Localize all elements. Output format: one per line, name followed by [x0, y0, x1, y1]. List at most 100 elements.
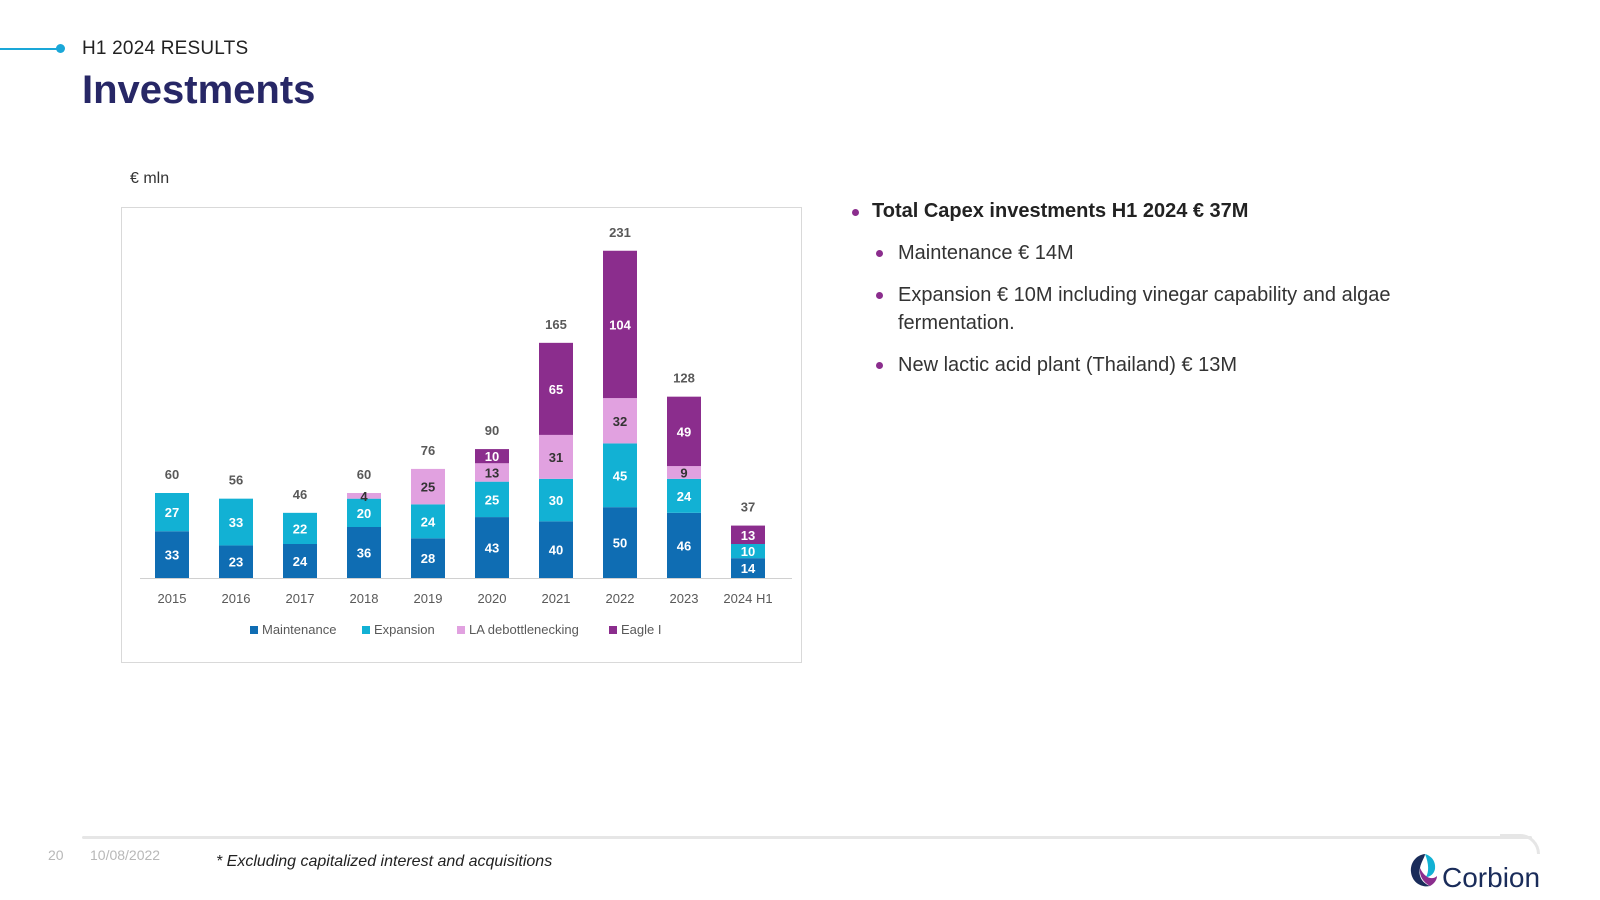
bar-segment: [411, 468, 445, 505]
x-tick-label: 2016: [222, 591, 251, 606]
total-label: 56: [229, 473, 243, 488]
page-number: 20: [48, 847, 64, 863]
bar-segment: [603, 250, 637, 399]
chart-unit-label: € mln: [130, 170, 170, 187]
x-tick-label: 2018: [350, 591, 379, 606]
bar-segment: [539, 478, 573, 522]
total-label: 60: [357, 467, 371, 482]
data-label: 24: [293, 554, 308, 569]
bar-segment: [347, 527, 381, 578]
total-label: 90: [485, 423, 499, 438]
bar-segment: [219, 545, 253, 578]
bar-segment: [603, 507, 637, 578]
corbion-logo-icon: [1410, 854, 1437, 887]
legend-swatch: [250, 626, 258, 634]
bar-segment: [603, 398, 637, 444]
bar-segment: [411, 504, 445, 539]
data-label: 33: [165, 548, 179, 563]
bar-segment: [475, 463, 509, 482]
bar-segment: [475, 517, 509, 578]
footer-divider: [82, 836, 1532, 839]
data-label: 36: [357, 546, 371, 561]
bar-segment: [667, 478, 701, 513]
corbion-logo: Corbion: [1408, 852, 1543, 896]
bar-segment: [155, 531, 189, 578]
bar-segment: [539, 434, 573, 479]
x-tick-label: 2015: [158, 591, 187, 606]
total-label: 37: [741, 500, 755, 515]
bar-segment: [347, 498, 381, 527]
bar-segment: [667, 466, 701, 479]
legend-swatch: [362, 626, 370, 634]
bar-segment: [731, 544, 765, 559]
x-tick-label: 2019: [414, 591, 443, 606]
bullet-text: Expansion € 10M including vinegar capabi…: [898, 284, 1391, 334]
bullet-text: Maintenance € 14M: [898, 242, 1074, 264]
data-label: 13: [485, 465, 499, 480]
total-label: 46: [293, 487, 307, 502]
legend-label: Maintenance: [262, 622, 336, 637]
total-label: 165: [545, 317, 567, 332]
bar-segment: [283, 544, 317, 578]
bar-segment: [347, 493, 381, 499]
bar-segment: [475, 481, 509, 518]
bullet-total-capex: Total Capex investments H1 2024 € 37M: [850, 200, 1410, 223]
data-label: 43: [485, 541, 499, 556]
bar-segment: [667, 512, 701, 578]
data-label: 9: [680, 465, 687, 480]
data-label: 24: [677, 489, 692, 504]
data-label: 28: [421, 551, 435, 566]
data-label: 4: [360, 489, 368, 504]
data-label: 32: [613, 414, 627, 429]
bar-segment: [603, 443, 637, 508]
bar-segment: [731, 558, 765, 578]
data-label: 65: [549, 382, 563, 397]
data-label: 33: [229, 515, 243, 530]
data-label: 13: [741, 528, 755, 543]
data-label: 50: [613, 536, 627, 551]
bar-segment: [411, 538, 445, 578]
bullet-dot-icon: [876, 250, 883, 257]
footer-date: 10/08/2022: [90, 847, 161, 863]
investments-chart: 33 27 60 2015 23 33 56 2016 24 22 46 2017 36 20 4 60 201…: [140, 225, 792, 637]
x-tick-label: 2021: [542, 591, 571, 606]
bullet-dot-icon: [876, 362, 883, 369]
bullet-new-plant: New lactic acid plant (Thailand) € 13M: [874, 351, 1410, 379]
legend-label: Eagle I: [621, 622, 661, 637]
bar-segment: [667, 396, 701, 467]
bar-segment: [731, 525, 765, 544]
data-label: 20: [357, 506, 371, 521]
legend-swatch: [457, 626, 465, 634]
data-label: 46: [677, 538, 691, 553]
total-label: 76: [421, 443, 435, 458]
bar-segment: [155, 493, 189, 532]
total-label: 128: [673, 371, 695, 386]
legend-label: Expansion: [374, 622, 435, 637]
page-title: Investments: [82, 68, 316, 112]
data-label: 25: [421, 480, 435, 495]
data-label: 23: [229, 555, 243, 570]
bullet-text: Total Capex investments H1 2024 € 37M: [872, 200, 1249, 222]
bullet-dot-icon: [852, 209, 859, 216]
bar-segment: [539, 521, 573, 578]
bar-segment: [283, 512, 317, 544]
header-accent-line: [0, 48, 60, 50]
header-accent-dot: [56, 44, 65, 53]
chart-frame: 33 27 60 2015 23 33 56 2016 24 22 46 2017 36 20 4 60 201…: [121, 207, 802, 663]
bullet-maintenance: Maintenance € 14M: [874, 239, 1410, 267]
bullet-expansion: Expansion € 10M including vinegar capabi…: [874, 281, 1410, 337]
footnote: * Excluding capitalized interest and acq…: [216, 853, 553, 870]
bullet-dot-icon: [876, 292, 883, 299]
x-tick-label: 2023: [670, 591, 699, 606]
data-label: 24: [421, 514, 436, 529]
data-label: 25: [485, 492, 499, 507]
data-label: 27: [165, 505, 179, 520]
data-label: 30: [549, 493, 563, 508]
total-label: 60: [165, 467, 179, 482]
data-label: 104: [609, 317, 631, 332]
legend-swatch: [609, 626, 617, 634]
legend-label: LA debottlenecking: [469, 622, 579, 637]
logo-text: Corbion: [1442, 862, 1541, 893]
bar-segment: [539, 342, 573, 435]
x-tick-label: 2017: [286, 591, 315, 606]
